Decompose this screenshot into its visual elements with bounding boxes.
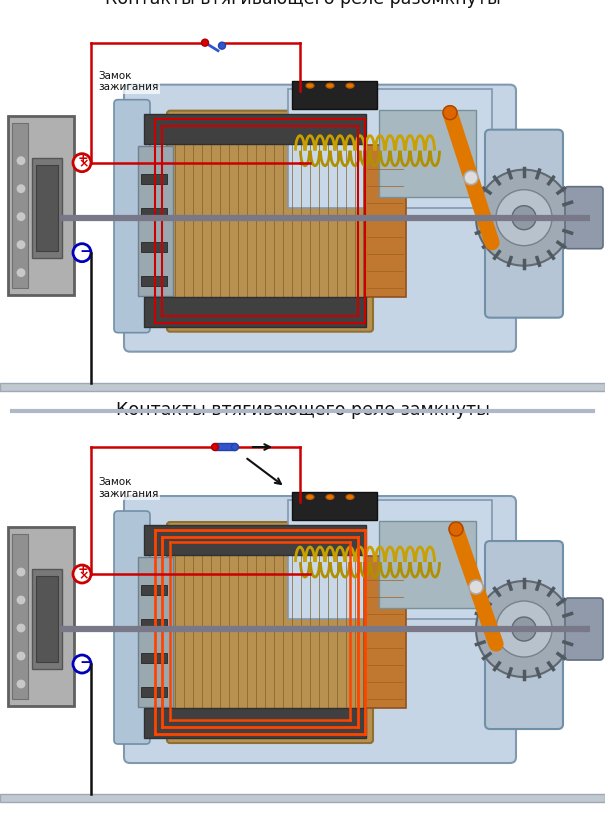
- Bar: [138, 145, 173, 296]
- Circle shape: [443, 106, 457, 120]
- FancyBboxPatch shape: [288, 88, 492, 207]
- Title: Контакты втягивающего реле разомкнуты: Контакты втягивающего реле разомкнуты: [105, 0, 500, 7]
- FancyBboxPatch shape: [288, 500, 492, 619]
- Circle shape: [469, 580, 483, 594]
- Bar: [292, 492, 377, 520]
- Ellipse shape: [346, 83, 354, 88]
- FancyBboxPatch shape: [364, 556, 406, 708]
- FancyBboxPatch shape: [167, 111, 373, 332]
- Bar: [12, 534, 28, 699]
- Bar: [12, 123, 28, 287]
- FancyBboxPatch shape: [565, 598, 603, 660]
- FancyBboxPatch shape: [167, 522, 373, 743]
- Circle shape: [73, 655, 91, 673]
- FancyBboxPatch shape: [8, 527, 74, 706]
- Circle shape: [201, 39, 209, 46]
- Ellipse shape: [346, 495, 354, 500]
- Circle shape: [512, 206, 536, 230]
- Bar: [326, 497, 334, 517]
- Bar: [306, 497, 314, 517]
- Bar: [141, 585, 167, 595]
- Circle shape: [449, 522, 463, 536]
- Bar: [326, 86, 334, 106]
- Bar: [141, 173, 167, 183]
- FancyBboxPatch shape: [364, 145, 406, 297]
- Bar: [292, 81, 377, 109]
- FancyBboxPatch shape: [144, 708, 366, 738]
- Bar: [141, 242, 167, 252]
- Bar: [141, 687, 167, 697]
- Circle shape: [464, 171, 478, 185]
- Bar: [32, 569, 62, 669]
- Ellipse shape: [326, 83, 334, 88]
- Ellipse shape: [16, 567, 26, 577]
- FancyBboxPatch shape: [114, 511, 150, 744]
- Ellipse shape: [306, 495, 314, 500]
- Text: −: −: [79, 655, 92, 670]
- FancyBboxPatch shape: [379, 110, 476, 197]
- FancyBboxPatch shape: [114, 100, 150, 333]
- Ellipse shape: [16, 623, 26, 633]
- Text: +: +: [78, 563, 88, 576]
- Circle shape: [73, 565, 91, 583]
- Bar: [346, 497, 354, 517]
- Circle shape: [218, 42, 226, 50]
- Bar: [138, 557, 173, 707]
- Title: Контакты втягивающего реле замкнуты: Контакты втягивающего реле замкнуты: [116, 401, 489, 419]
- FancyBboxPatch shape: [124, 496, 516, 763]
- Circle shape: [476, 169, 572, 266]
- Bar: [0, 382, 605, 391]
- FancyBboxPatch shape: [565, 187, 603, 249]
- Bar: [0, 794, 605, 802]
- Circle shape: [496, 190, 552, 245]
- Text: ×: ×: [78, 569, 88, 582]
- Ellipse shape: [16, 183, 26, 193]
- Ellipse shape: [326, 495, 334, 500]
- Circle shape: [73, 154, 91, 172]
- Circle shape: [212, 444, 218, 450]
- FancyBboxPatch shape: [485, 541, 563, 729]
- Bar: [36, 164, 58, 250]
- FancyBboxPatch shape: [144, 114, 366, 144]
- Bar: [141, 276, 167, 286]
- Bar: [346, 86, 354, 106]
- Bar: [36, 576, 58, 662]
- Bar: [215, 443, 235, 450]
- FancyBboxPatch shape: [124, 85, 516, 352]
- Circle shape: [232, 444, 238, 450]
- FancyBboxPatch shape: [8, 116, 74, 295]
- Text: −: −: [79, 244, 92, 259]
- Circle shape: [476, 581, 572, 677]
- Ellipse shape: [16, 211, 26, 221]
- FancyBboxPatch shape: [485, 130, 563, 318]
- Bar: [32, 158, 62, 258]
- Ellipse shape: [16, 651, 26, 661]
- Ellipse shape: [16, 679, 26, 689]
- Ellipse shape: [16, 268, 26, 278]
- FancyBboxPatch shape: [144, 525, 366, 555]
- Circle shape: [496, 601, 552, 657]
- Circle shape: [73, 244, 91, 262]
- FancyBboxPatch shape: [144, 297, 366, 326]
- Bar: [141, 653, 167, 663]
- FancyBboxPatch shape: [379, 521, 476, 608]
- Bar: [141, 207, 167, 218]
- Ellipse shape: [16, 155, 26, 166]
- Ellipse shape: [306, 83, 314, 88]
- Bar: [141, 619, 167, 629]
- Text: Замок
зажигания: Замок зажигания: [98, 477, 159, 499]
- Text: +: +: [78, 152, 88, 164]
- Bar: [306, 86, 314, 106]
- Text: ×: ×: [78, 158, 88, 171]
- Text: Замок
зажигания: Замок зажигания: [98, 71, 159, 93]
- Ellipse shape: [16, 595, 26, 605]
- Ellipse shape: [16, 240, 26, 249]
- Circle shape: [512, 617, 536, 641]
